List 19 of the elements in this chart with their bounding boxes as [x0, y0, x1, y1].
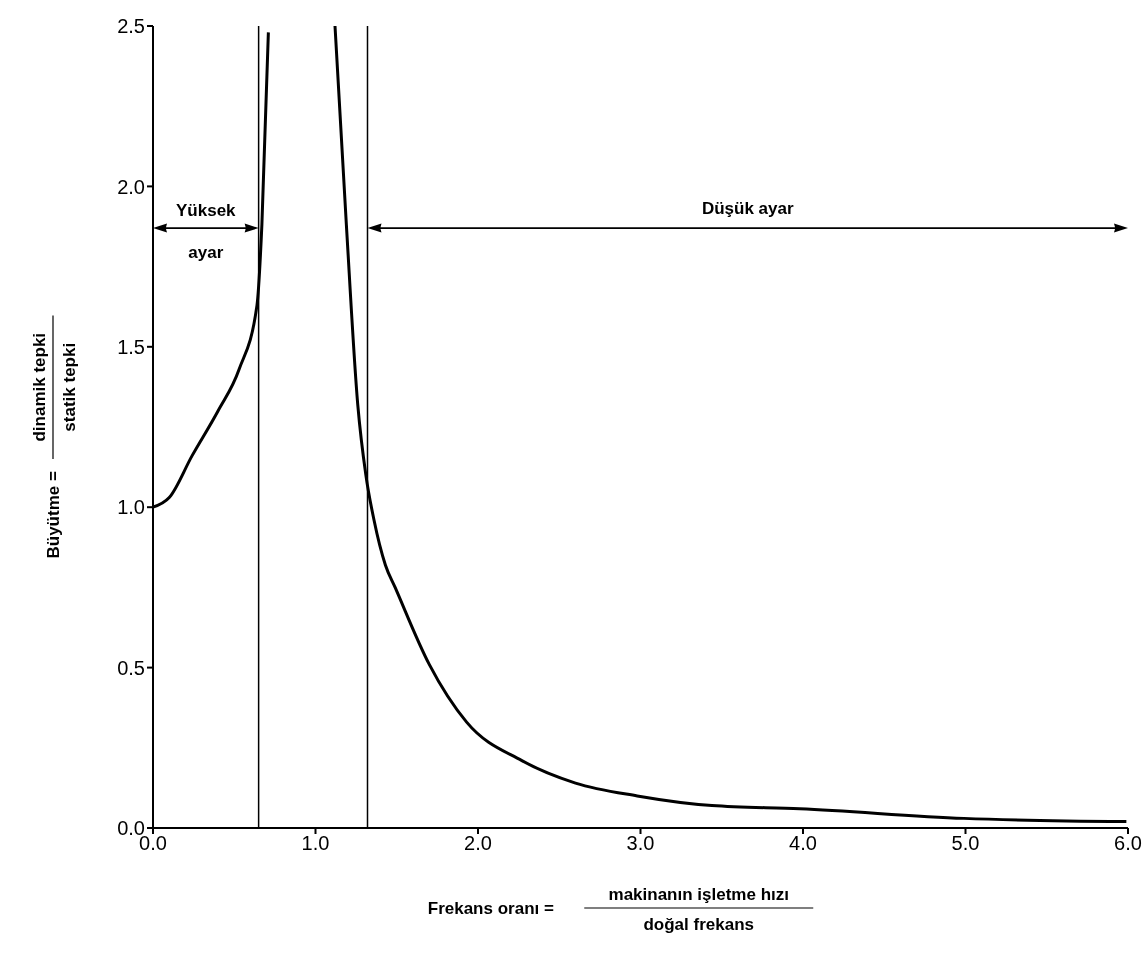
- x-tick-label: 5.0: [951, 832, 980, 855]
- y-tick-label: 0.5: [117, 656, 145, 679]
- x-tick-label: 1.0: [301, 832, 330, 855]
- x-tick-label: 4.0: [789, 832, 817, 855]
- text: doğal frekans: [643, 915, 755, 934]
- x-tick-label: 2.0: [464, 832, 492, 855]
- text: makinanın işletme hızı: [608, 885, 789, 904]
- text: Yüksek ayar: [176, 201, 236, 263]
- x-axis-title: Frekans oranı =: [427, 899, 554, 918]
- x-tick-label: 3.0: [626, 832, 655, 855]
- y-axis-title: Büyütme =: [44, 471, 63, 559]
- text: statik tepki: [60, 342, 79, 432]
- text: dinamik tepki: [30, 332, 49, 442]
- y-tick-label: 2.0: [117, 175, 145, 198]
- annotation: Düşük ayar: [701, 199, 794, 219]
- x-tick-label: 6.0: [1114, 832, 1142, 855]
- y-tick-label: 1.0: [117, 496, 145, 519]
- y-tick-label: 2.5: [117, 15, 145, 38]
- y-tick-label: 1.5: [117, 335, 145, 358]
